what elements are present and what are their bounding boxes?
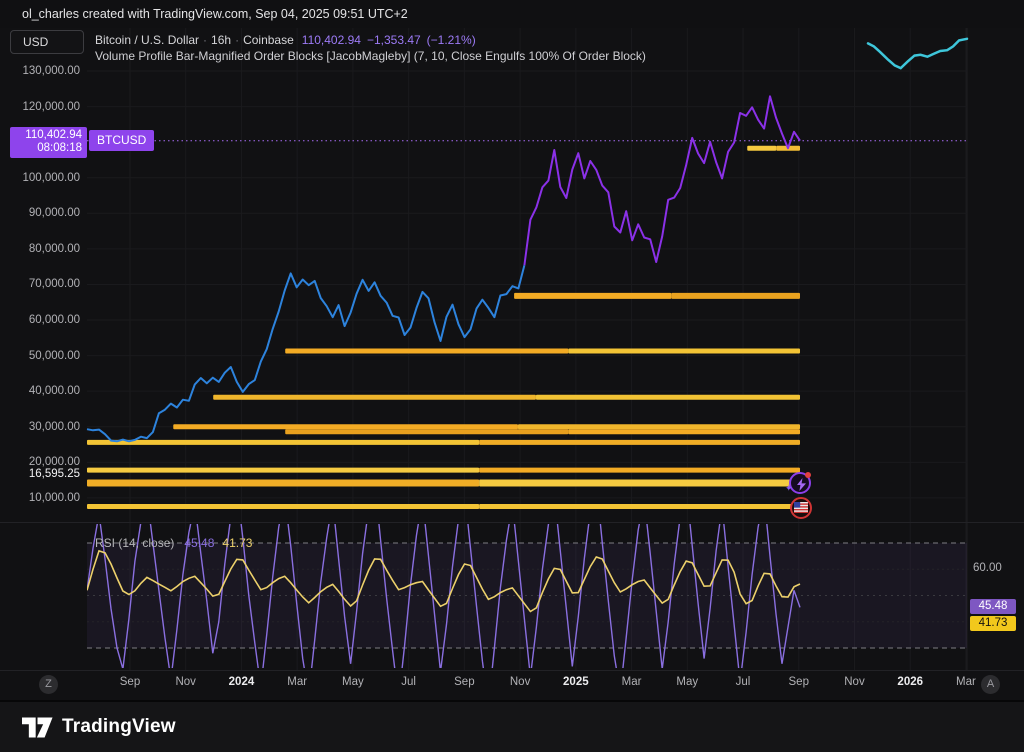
price-axis-special-label: 16,595.25: [28, 468, 80, 481]
chart-pane[interactable]: USD Bitcoin / U.S. Dollar · 16h · Coinbase 11…: [0, 28, 1024, 700]
context-mini-line: [866, 37, 969, 70]
lightning-bolt-icon: [797, 478, 806, 491]
price-change-value: −1,353.47: [366, 33, 421, 47]
rsi-current-badge: 45.48: [970, 599, 1016, 615]
rsi-ma-value: 41.73: [222, 536, 253, 550]
order-block-band: [87, 467, 480, 473]
order-block-band: [87, 439, 480, 445]
notification-dot: [805, 472, 811, 478]
exchange-label[interactable]: Coinbase: [243, 33, 294, 47]
price-line-blue: [86, 264, 526, 443]
current-price-badge: 110,402.94 08:08:18: [10, 126, 87, 158]
order-block-band: [776, 145, 800, 151]
rsi-value: 45.48: [184, 536, 215, 550]
price-axis-label: 100,000.00: [22, 171, 80, 184]
price-axis-label: 20,000.00: [28, 456, 80, 469]
time-axis-label: Nov: [509, 676, 531, 688]
price-axis-label: 80,000.00: [28, 242, 80, 255]
us-economic-event-flag-icon[interactable]: [790, 497, 812, 519]
price-line-purple: [523, 95, 801, 266]
last-price-value: 110,402.94: [301, 33, 361, 47]
order-block-band: [517, 424, 800, 430]
time-axis[interactable]: Z Sep Nov 2024 Mar May Jul Sep Nov 2025 Mar May Jul…: [0, 670, 1024, 700]
order-block-band: [514, 292, 672, 299]
time-axis-label: Sep: [788, 676, 809, 688]
price-axis-label: 40,000.00: [28, 385, 80, 398]
time-axis-label: 2024: [228, 676, 255, 688]
price-change-percent: (−1.21%): [426, 33, 476, 47]
footer-bar: TradingView: [0, 700, 1024, 752]
time-axis-label: Nov: [844, 676, 865, 688]
badge-price: 110,402.94: [25, 128, 82, 141]
rsi-band-fill: [87, 543, 967, 648]
currency-toggle-button[interactable]: USD: [10, 30, 84, 54]
order-block-band: [479, 479, 800, 487]
time-axis-label: Jul: [401, 676, 416, 688]
rsi-ma-current-badge: 41.73: [970, 616, 1016, 632]
order-block-band: [747, 145, 777, 151]
time-axis-label: 2025: [563, 676, 589, 688]
order-block-band: [213, 394, 536, 400]
axis-separator[interactable]: [0, 670, 1024, 671]
time-axis-label: May: [676, 676, 699, 688]
symbol-legend[interactable]: Bitcoin / U.S. Dollar · 16h · Coinbase 110,40…: [95, 33, 476, 47]
time-axis-label: 2026: [897, 676, 924, 688]
symbol-badge: BTCUSD: [89, 129, 155, 151]
legend-separator: ·: [235, 33, 240, 47]
price-axis-label: 30,000.00: [28, 420, 80, 433]
zoom-out-button[interactable]: Z: [39, 675, 58, 694]
auto-scale-button[interactable]: A: [981, 675, 1000, 694]
rsi-ma-line: [87, 549, 801, 613]
order-block-band: [568, 348, 800, 354]
time-axis-label: Mar: [956, 676, 976, 688]
price-axis-label: 90,000.00: [28, 207, 80, 220]
legend-separator: ·: [203, 33, 208, 47]
price-axis-label: 130,000.00: [22, 65, 80, 77]
order-block-band: [671, 292, 800, 299]
order-block-band: [173, 424, 518, 430]
indicator-legend[interactable]: Volume Profile Bar-Magnified Order Block…: [95, 49, 646, 63]
time-axis-label: Sep: [119, 676, 141, 688]
time-axis-label: Mar: [287, 676, 308, 688]
price-axis-label: 120,000.00: [22, 100, 80, 113]
time-axis-label: Jul: [735, 676, 751, 688]
time-axis-label: Nov: [175, 676, 196, 688]
rsi-axis-tick-60: 60.00: [973, 562, 1002, 574]
order-block-band: [479, 439, 800, 445]
price-axis-label: 50,000.00: [28, 349, 80, 362]
brand-name: TradingView: [62, 716, 176, 737]
order-block-band: [479, 503, 800, 509]
economic-event-lightning-icon[interactable]: ✦: [785, 472, 811, 494]
badge-countdown: 08:08:18: [37, 141, 82, 154]
interval-label[interactable]: 16h: [211, 33, 232, 47]
us-flag-icon: [794, 502, 808, 513]
time-axis-label: Sep: [454, 676, 475, 688]
pane-separator[interactable]: [0, 522, 1024, 523]
order-block-band: [285, 348, 569, 354]
rsi-line: [87, 524, 801, 668]
sparkle-icon: ✦: [785, 483, 793, 493]
price-axis-label: 70,000.00: [28, 278, 80, 291]
order-block-band: [285, 429, 569, 435]
time-axis-label: Mar: [621, 676, 642, 688]
price-axis-label: 60,000.00: [28, 314, 80, 327]
symbol-name[interactable]: Bitcoin / U.S. Dollar: [95, 33, 200, 47]
tradingview-mark-icon: [22, 716, 53, 738]
order-block-band: [568, 429, 800, 435]
tradingview-logo[interactable]: TradingView: [22, 716, 176, 738]
order-block-band: [535, 394, 800, 400]
time-axis-label: May: [342, 676, 364, 688]
order-block-band: [479, 467, 800, 473]
attribution-text: ol_charles created with TradingView.com,…: [22, 7, 408, 21]
price-axis-label: 10,000.00: [28, 491, 80, 504]
rsi-title[interactable]: RSI (14, close): [95, 536, 175, 550]
rsi-legend[interactable]: RSI (14, close) 45.48 41.73: [95, 536, 252, 550]
chart-canvas: [86, 28, 969, 670]
order-block-band: [87, 503, 480, 509]
order-block-band: [87, 479, 480, 487]
